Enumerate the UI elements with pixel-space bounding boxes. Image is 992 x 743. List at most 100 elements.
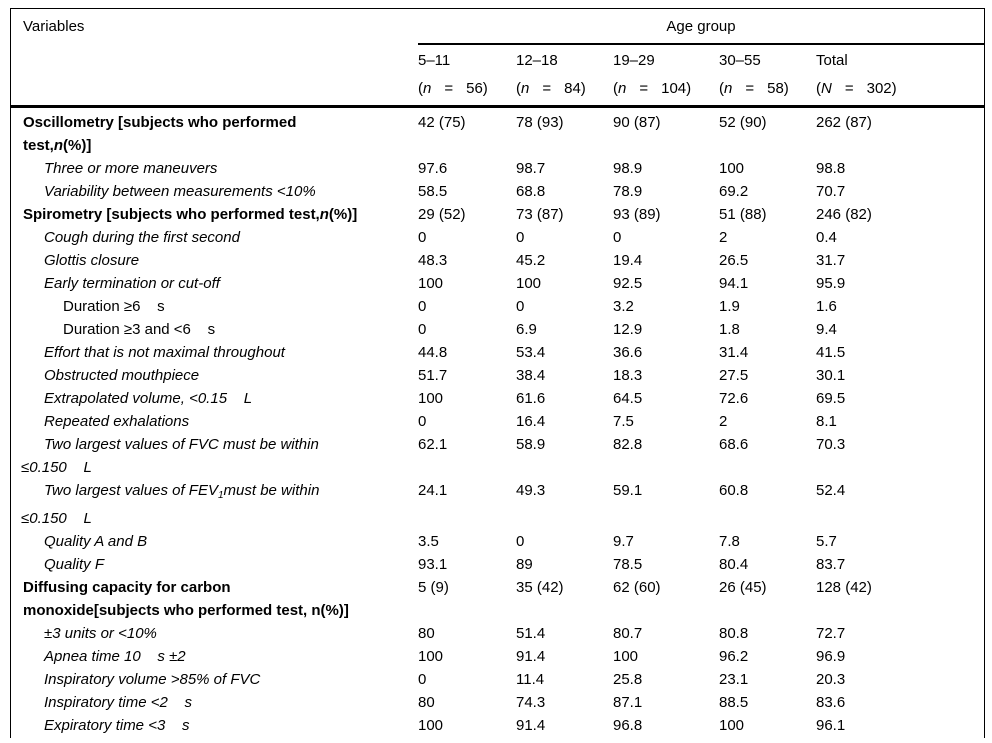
cell-value: 90 (87) <box>613 114 661 131</box>
row-label-text: Effort that is not maximal throughout <box>44 344 285 361</box>
row-label-text: Repeated exhalations <box>44 413 190 430</box>
cell-value: 80 <box>418 694 435 711</box>
cell-value: 100 <box>418 717 444 734</box>
row-label: Inspiratory volume >85% of FVC <box>11 668 418 691</box>
row-label-text: ≤0.150 L <box>21 510 92 527</box>
sample-size-text: = <box>639 80 649 97</box>
row-label-text: Extrapolated volume, <0.15 L <box>44 390 253 407</box>
cell-value: 98.9 <box>613 160 643 177</box>
row-label-text: (%)] <box>63 137 92 154</box>
cell-value: 19.4 <box>613 252 643 269</box>
cell-value: 93 (89) <box>613 206 661 223</box>
cell-value: 25.8 <box>613 671 643 688</box>
row-label: ±3 units or <10% <box>11 622 418 645</box>
cell-value: 6.9 <box>516 321 537 338</box>
cell-value: 73 (87) <box>516 206 564 223</box>
table-row: Three or more maneuvers 97.6 98.7 98.9 100 98… <box>11 157 984 180</box>
cell-value: 1.6 <box>816 298 837 315</box>
cell-value: 262 (87) <box>816 114 872 131</box>
row-label: Obstructed mouthpiece <box>11 364 418 387</box>
cell-value: 96.9 <box>816 648 846 665</box>
cell-value: 26 (45) <box>719 579 767 596</box>
cell-value: 82.8 <box>613 436 643 453</box>
row-label: Effort that is not maximal throughout <box>11 341 418 364</box>
cell-value: 83.7 <box>816 556 846 573</box>
cell-value: 98.8 <box>816 160 846 177</box>
cell-value: 0 <box>613 229 622 246</box>
cell-value: 97.6 <box>418 160 448 177</box>
cell-value: 246 (82) <box>816 206 872 223</box>
cell-value: 74.3 <box>516 694 546 711</box>
row-label: Spirometry [subjects who performed test,… <box>11 203 418 226</box>
row-label-text: Two largest values of FEV <box>44 482 218 499</box>
cell-value: 58.9 <box>516 436 546 453</box>
row-label: Cough during the first second <box>11 226 418 249</box>
row-label-text: n <box>319 206 329 223</box>
cell-value: 70.7 <box>816 183 846 200</box>
cell-value: 52 (90) <box>719 114 767 131</box>
cell-value: 12.9 <box>613 321 643 338</box>
row-label-text: Obstructed mouthpiece <box>44 367 200 384</box>
cell-value: 41.5 <box>816 344 846 361</box>
cell-value: 100 <box>418 275 444 292</box>
sample-size-text: 302) <box>866 80 897 97</box>
cell-value: 95.9 <box>816 275 846 292</box>
sample-size-text: 58) <box>767 80 789 97</box>
cell-value: 53.4 <box>516 344 546 361</box>
row-label-text: test, <box>23 137 54 154</box>
cell-value: 100 <box>418 390 444 407</box>
age-range-header: 12–18 <box>516 52 558 69</box>
cell-value: 80.8 <box>719 625 749 642</box>
table-row: Obstructed mouthpiece 51.7 38.4 18.3 27.5 30.… <box>11 364 984 387</box>
table-row: Extrapolated volume, <0.15 L 100 61.6 64.5 7… <box>11 387 984 410</box>
table-row: Diffusing capacity for carbon monoxide[su… <box>11 576 984 622</box>
table-row: Repeated exhalations 0 16.4 7.5 2 8.1 <box>11 410 984 433</box>
sample-size-text: = <box>542 80 552 97</box>
cell-value: 5 (9) <box>418 579 449 596</box>
sample-size-text: n <box>521 80 530 97</box>
table-row: Quality A and B 3.5 0 9.7 7.8 5.7 <box>11 530 984 553</box>
row-label-text: ±3 units or <10% <box>44 625 157 642</box>
table-row: Two largest values of FEV1must be within… <box>11 479 984 530</box>
header-row-ranges: 5–11 12–18 19–29 30–55 Total <box>11 45 984 76</box>
table-row: Inspiratory time <2 s 80 74.3 87.1 88.5 83.6 <box>11 691 984 714</box>
sample-size-header: (N = 302) <box>816 76 984 105</box>
cell-value: 27.5 <box>719 367 749 384</box>
cell-value: 7.8 <box>719 533 740 550</box>
row-label: Early termination or cut-off <box>11 272 418 295</box>
table-row: Glottis closure 48.3 45.2 19.4 26.5 31.7 <box>11 249 984 272</box>
cell-value: 100 <box>418 648 444 665</box>
cell-value: 31.7 <box>816 252 846 269</box>
sample-size-text: 104) <box>661 80 692 97</box>
cell-value: 68.6 <box>719 436 749 453</box>
row-label: Quality A and B <box>11 530 418 553</box>
table-row: Cough during the first second 0 0 0 2 0.4 <box>11 226 984 249</box>
cell-value: 51.4 <box>516 625 546 642</box>
cell-value: 44.8 <box>418 344 448 361</box>
cell-value: 78.5 <box>613 556 643 573</box>
cell-value: 68.8 <box>516 183 546 200</box>
variables-header: Variables <box>23 18 85 35</box>
cell-value: 16.4 <box>516 413 546 430</box>
cell-value: 91.4 <box>516 648 546 665</box>
cell-value: 58.5 <box>418 183 448 200</box>
cell-value: 83.6 <box>816 694 846 711</box>
row-label-text: 1 <box>217 490 224 501</box>
row-label-text: Duration ≥3 and <6 s <box>63 321 216 338</box>
row-label-text: Early termination or cut-off <box>44 275 220 292</box>
table-row: Expiratory time <3 s 100 91.4 96.8 100 96.1 <box>11 714 984 737</box>
cell-value: 51 (88) <box>719 206 767 223</box>
cell-value: 1.8 <box>719 321 740 338</box>
row-label: Repeated exhalations <box>11 410 418 433</box>
table-body: Oscillometry [subjects who performed test… <box>11 108 984 738</box>
table-row: ±3 units or <10% 80 51.4 80.7 80.8 72.7 <box>11 622 984 645</box>
row-label-text: Cough during the first second <box>44 229 240 246</box>
cell-value: 88.5 <box>719 694 749 711</box>
row-label: Three or more maneuvers <box>11 157 418 180</box>
row-label: Duration ≥6 s <box>11 295 418 318</box>
cell-value: 45.2 <box>516 252 546 269</box>
cell-value: 0 <box>418 298 427 315</box>
table-row: Effort that is not maximal throughout 44.… <box>11 341 984 364</box>
age-range-header: 5–11 <box>418 52 451 69</box>
